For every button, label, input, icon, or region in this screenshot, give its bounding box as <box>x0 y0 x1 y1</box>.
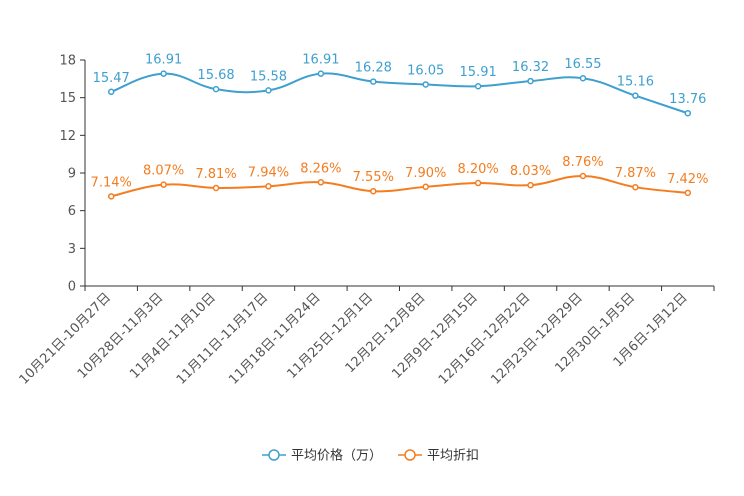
data-label: 15.68 <box>197 68 234 83</box>
data-label: 16.32 <box>512 60 549 75</box>
legend-item-1[interactable]: 平均价格（万） <box>262 448 382 464</box>
x-category-label: 11月18日-11月24日 <box>226 290 323 387</box>
x-category-label: 11月11日-11月17日 <box>174 290 271 387</box>
data-label: 16.28 <box>355 61 392 76</box>
data-point <box>317 179 325 186</box>
data-label: 7.94% <box>248 165 289 180</box>
legend-item-2[interactable]: 平均折扣 <box>398 449 479 464</box>
y-axis: 0 3 6 9 12 15 18 <box>59 54 86 295</box>
legend-label: 平均折扣 <box>427 449 479 464</box>
data-label: 15.58 <box>250 69 287 84</box>
data-point <box>422 183 429 191</box>
data-label: 16.55 <box>564 57 601 72</box>
data-point <box>370 187 377 195</box>
data-label: 7.90% <box>405 166 446 181</box>
data-point <box>265 87 272 94</box>
data-point <box>632 183 639 191</box>
data-point <box>212 184 220 192</box>
legend-label: 平均价格（万） <box>291 448 382 464</box>
data-label: 16.91 <box>302 53 339 68</box>
series-line <box>110 175 688 198</box>
y-tick-label: 18 <box>59 54 76 69</box>
legend-marker-icon <box>404 449 416 461</box>
y-tick-label: 12 <box>59 129 76 144</box>
data-label: 8.07% <box>143 164 184 179</box>
x-category-label: 10月21日-10月27日 <box>17 290 114 387</box>
x-category-label: 12月16日-12月22日 <box>436 290 533 387</box>
data-label: 15.91 <box>460 65 497 80</box>
data-label: 16.91 <box>145 53 182 68</box>
data-point <box>579 172 587 180</box>
data-point <box>265 183 272 190</box>
y-tick-label: 3 <box>68 242 76 257</box>
data-point <box>107 193 115 200</box>
data-point <box>160 181 167 188</box>
data-label: 8.20% <box>457 162 498 177</box>
data-label: 15.16 <box>617 75 654 90</box>
data-label: 7.14% <box>91 175 132 190</box>
data-label: 8.03% <box>510 164 551 179</box>
y-tick-label: 15 <box>59 91 76 106</box>
data-point <box>107 88 115 96</box>
data-point <box>527 77 534 85</box>
series-1: 15.47 16.91 15.68 15.58 16.91 16.28 16.05 15.91… <box>93 53 706 117</box>
data-point <box>370 78 377 85</box>
data-point <box>474 179 482 187</box>
data-point <box>579 74 587 82</box>
x-axis: 10月21日-10月27日10月28日-11月3日11月4日-11月10日11月… <box>17 285 715 388</box>
data-label: 8.26% <box>300 161 341 176</box>
data-label: 7.87% <box>615 166 656 181</box>
series-layer: 15.47 16.91 15.68 15.58 16.91 16.28 16.05 15.91… <box>91 53 708 200</box>
data-label: 15.47 <box>93 71 130 86</box>
legend-marker-icon <box>268 449 280 461</box>
legend: 平均价格（万） 平均折扣 <box>262 448 479 464</box>
data-point <box>527 181 534 189</box>
data-label: 13.76 <box>669 92 706 107</box>
series-line <box>110 72 689 115</box>
data-point <box>474 82 482 90</box>
data-label: 7.55% <box>353 170 394 185</box>
data-point <box>317 70 325 77</box>
data-label: 16.05 <box>407 63 444 78</box>
data-point <box>684 109 692 117</box>
y-tick-label: 0 <box>68 280 76 295</box>
data-point <box>422 81 429 88</box>
data-point <box>160 70 167 77</box>
data-point <box>212 85 220 93</box>
y-tick-label: 6 <box>68 204 76 219</box>
series-2: 7.14% 8.07% 7.81% 7.94% 8.26% 7.55% 7.90% 8.20%… <box>91 155 708 200</box>
data-point <box>684 189 692 197</box>
x-category-label: 12月23日-12月29日 <box>488 290 585 387</box>
data-label: 7.81% <box>195 167 236 182</box>
data-point <box>632 92 639 99</box>
y-tick-label: 9 <box>68 167 76 182</box>
data-label: 7.42% <box>667 172 708 187</box>
data-label: 8.76% <box>562 155 603 170</box>
